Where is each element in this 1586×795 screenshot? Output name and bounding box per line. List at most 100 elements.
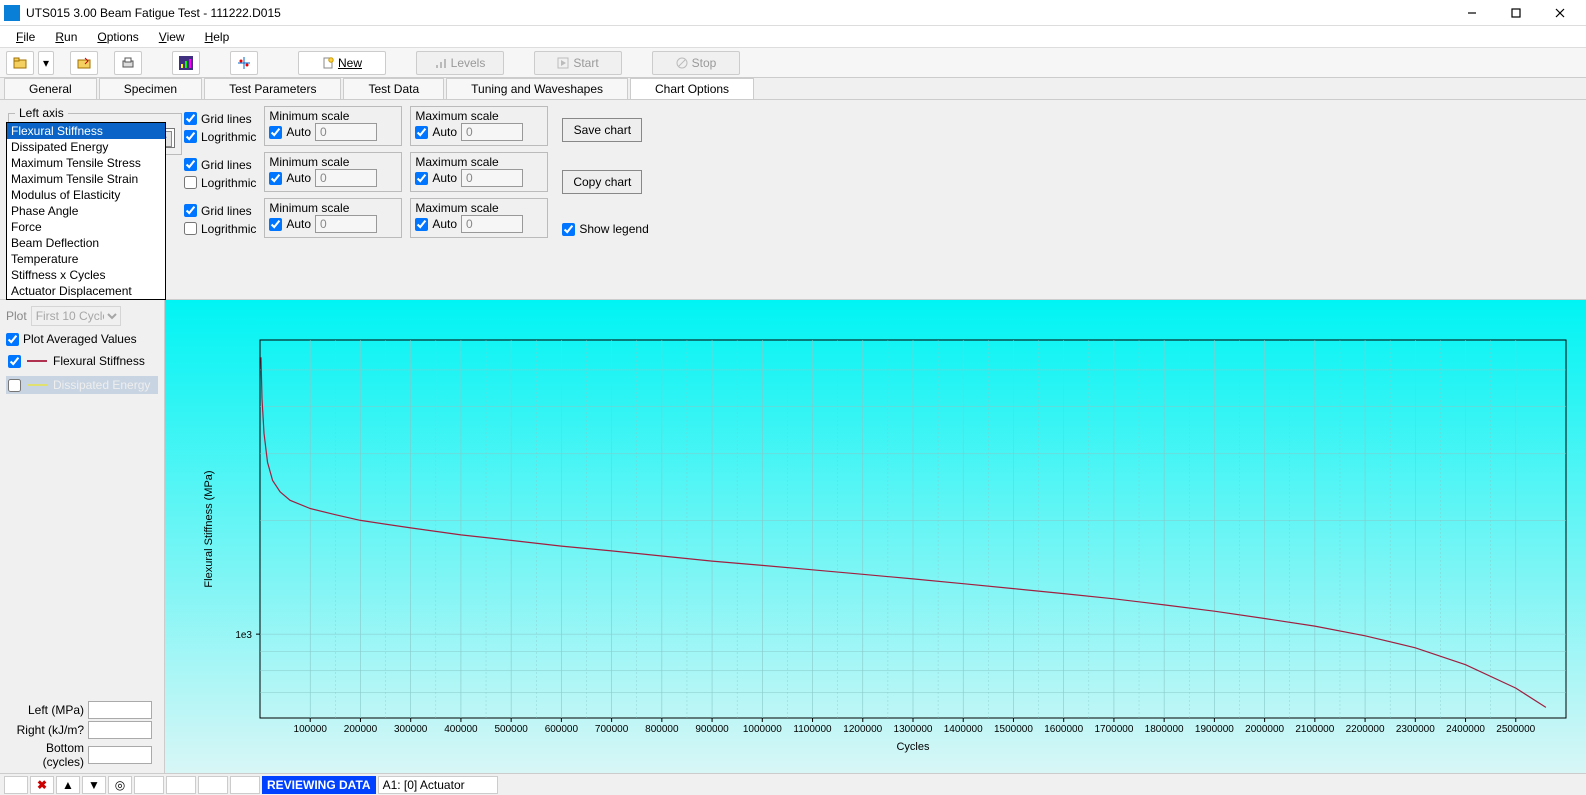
plot-averaged-checkbox[interactable]: Plot Averaged Values xyxy=(6,332,158,346)
dropdown-item[interactable]: Beam Deflection xyxy=(7,235,165,251)
dropdown-item[interactable]: Stiffness x Cycles xyxy=(7,267,165,283)
dropdown-item[interactable]: Modulus of Elasticity xyxy=(7,187,165,203)
minimize-button[interactable] xyxy=(1450,0,1494,26)
show-legend-checkbox[interactable]: Show legend xyxy=(562,222,648,236)
levels-button-label: Levels xyxy=(451,56,486,70)
plot-averaged-label: Plot Averaged Values xyxy=(23,332,137,346)
gridlines-checkbox[interactable]: Grid lines xyxy=(184,158,256,172)
dropdown-item[interactable]: Temperature xyxy=(7,251,165,267)
readout-right-label: Right (kJ/m? xyxy=(4,723,84,737)
min-auto-checkbox[interactable]: Auto xyxy=(269,125,311,139)
readout-right-input[interactable] xyxy=(88,721,152,739)
tab-tuning-and-waveshapes[interactable]: Tuning and Waveshapes xyxy=(446,78,628,99)
toolbar-dropdown-icon[interactable]: ▾ xyxy=(38,51,54,75)
toolbar-icon-open[interactable] xyxy=(6,51,34,75)
menu-view[interactable]: View xyxy=(149,28,195,46)
toolbar: ▾ New Levels Start Stop xyxy=(0,48,1586,78)
svg-text:800000: 800000 xyxy=(645,724,679,735)
logarithmic-checkbox[interactable]: Logrithmic xyxy=(184,176,256,190)
svg-text:700000: 700000 xyxy=(595,724,629,735)
menu-file[interactable]: File xyxy=(6,28,45,46)
svg-text:100000: 100000 xyxy=(294,724,328,735)
max-auto-checkbox[interactable]: Auto xyxy=(415,125,457,139)
svg-text:2400000: 2400000 xyxy=(1446,724,1485,735)
max-scale-input[interactable] xyxy=(461,215,523,233)
gridlines-checkbox[interactable]: Grid lines xyxy=(184,204,256,218)
tab-general[interactable]: General xyxy=(4,78,97,99)
svg-text:Flexural Stiffness (MPa): Flexural Stiffness (MPa) xyxy=(203,470,215,587)
legend-series[interactable]: Flexural Stiffness xyxy=(6,352,158,370)
toolbar-icon-print[interactable] xyxy=(114,51,142,75)
tab-specimen[interactable]: Specimen xyxy=(99,78,202,99)
gridlines-checkbox[interactable]: Grid lines xyxy=(184,112,256,126)
logarithmic-checkbox[interactable]: Logrithmic xyxy=(184,130,256,144)
levels-button: Levels xyxy=(416,51,504,75)
tab-chart-options[interactable]: Chart Options xyxy=(630,78,754,99)
svg-text:1800000: 1800000 xyxy=(1145,724,1184,735)
toolbar-icon-savecopy[interactable] xyxy=(70,51,98,75)
svg-text:1200000: 1200000 xyxy=(843,724,882,735)
svg-text:2000000: 2000000 xyxy=(1245,724,1284,735)
dropdown-item[interactable]: Maximum Tensile Stress xyxy=(7,155,165,171)
chart-options-panel: Left axis Flexural Stiffness Flexural St… xyxy=(0,100,1586,300)
svg-text:2500000: 2500000 xyxy=(1496,724,1535,735)
svg-text:1400000: 1400000 xyxy=(944,724,983,735)
min-scale-input[interactable] xyxy=(315,123,377,141)
svg-text:1100000: 1100000 xyxy=(793,724,832,735)
svg-text:2300000: 2300000 xyxy=(1396,724,1435,735)
min-scale-input[interactable] xyxy=(315,215,377,233)
toolbar-icon-chart2[interactable] xyxy=(230,51,258,75)
save-chart-button[interactable]: Save chart xyxy=(562,118,642,142)
max-scale-input[interactable] xyxy=(461,123,523,141)
min-scale-input[interactable] xyxy=(315,169,377,187)
maximize-button[interactable] xyxy=(1494,0,1538,26)
svg-text:500000: 500000 xyxy=(494,724,528,735)
readout-bottom-input[interactable] xyxy=(88,746,152,764)
left-axis-dropdown-list[interactable]: Flexural StiffnessDissipated EnergyMaxim… xyxy=(6,122,166,300)
status-icon-x[interactable]: ✖ xyxy=(30,776,54,794)
axis-row-2: Grid lines LogrithmicMinimum scale AutoM… xyxy=(184,198,548,238)
svg-text:Cycles: Cycles xyxy=(896,741,930,753)
plot-select: First 10 Cycles xyxy=(31,306,121,326)
max-auto-checkbox[interactable]: Auto xyxy=(415,171,457,185)
readout-left-input[interactable] xyxy=(88,701,152,719)
dropdown-item[interactable]: Dissipated Energy xyxy=(7,139,165,155)
status-bar: ✖ ▲ ▼ ◎ REVIEWING DATA A1: [0] Actuator xyxy=(0,773,1586,795)
tab-test-data[interactable]: Test Data xyxy=(343,78,444,99)
tab-test-parameters[interactable]: Test Parameters xyxy=(204,78,341,99)
max-auto-checkbox[interactable]: Auto xyxy=(415,217,457,231)
status-icon-down[interactable]: ▼ xyxy=(82,776,106,794)
menu-help[interactable]: Help xyxy=(195,28,240,46)
copy-chart-button[interactable]: Copy chart xyxy=(562,170,642,194)
status-icon-circle[interactable]: ◎ xyxy=(108,776,132,794)
max-scale-box: Maximum scale Auto xyxy=(410,198,548,238)
svg-text:1500000: 1500000 xyxy=(994,724,1033,735)
svg-text:1000000: 1000000 xyxy=(743,724,782,735)
min-auto-checkbox[interactable]: Auto xyxy=(269,217,311,231)
min-auto-checkbox[interactable]: Auto xyxy=(269,171,311,185)
menu-run[interactable]: Run xyxy=(45,28,87,46)
left-axis-legend: Left axis xyxy=(15,106,68,120)
max-scale-input[interactable] xyxy=(461,169,523,187)
axis-row-0: Grid lines LogrithmicMinimum scale AutoM… xyxy=(184,106,548,146)
menu-options[interactable]: Options xyxy=(87,28,148,46)
dropdown-item[interactable]: Maximum Tensile Strain xyxy=(7,171,165,187)
new-button[interactable]: New xyxy=(298,51,386,75)
dropdown-item[interactable]: Flexural Stiffness xyxy=(7,123,165,139)
max-scale-box: Maximum scale Auto xyxy=(410,106,548,146)
close-button[interactable] xyxy=(1538,0,1582,26)
svg-text:2200000: 2200000 xyxy=(1346,724,1385,735)
main-area: Plot First 10 Cycles Plot Averaged Value… xyxy=(0,300,1586,773)
svg-text:1600000: 1600000 xyxy=(1044,724,1083,735)
dropdown-item[interactable]: Phase Angle xyxy=(7,203,165,219)
app-icon xyxy=(4,5,20,21)
logarithmic-checkbox[interactable]: Logrithmic xyxy=(184,222,256,236)
legend-series[interactable]: Dissipated Energy xyxy=(6,376,158,394)
status-actuator: A1: [0] Actuator xyxy=(378,776,498,794)
svg-text:1e3: 1e3 xyxy=(235,630,252,641)
svg-text:400000: 400000 xyxy=(444,724,478,735)
dropdown-item[interactable]: Actuator Displacement xyxy=(7,283,165,299)
dropdown-item[interactable]: Force xyxy=(7,219,165,235)
toolbar-icon-chart1[interactable] xyxy=(172,51,200,75)
status-icon-up[interactable]: ▲ xyxy=(56,776,80,794)
